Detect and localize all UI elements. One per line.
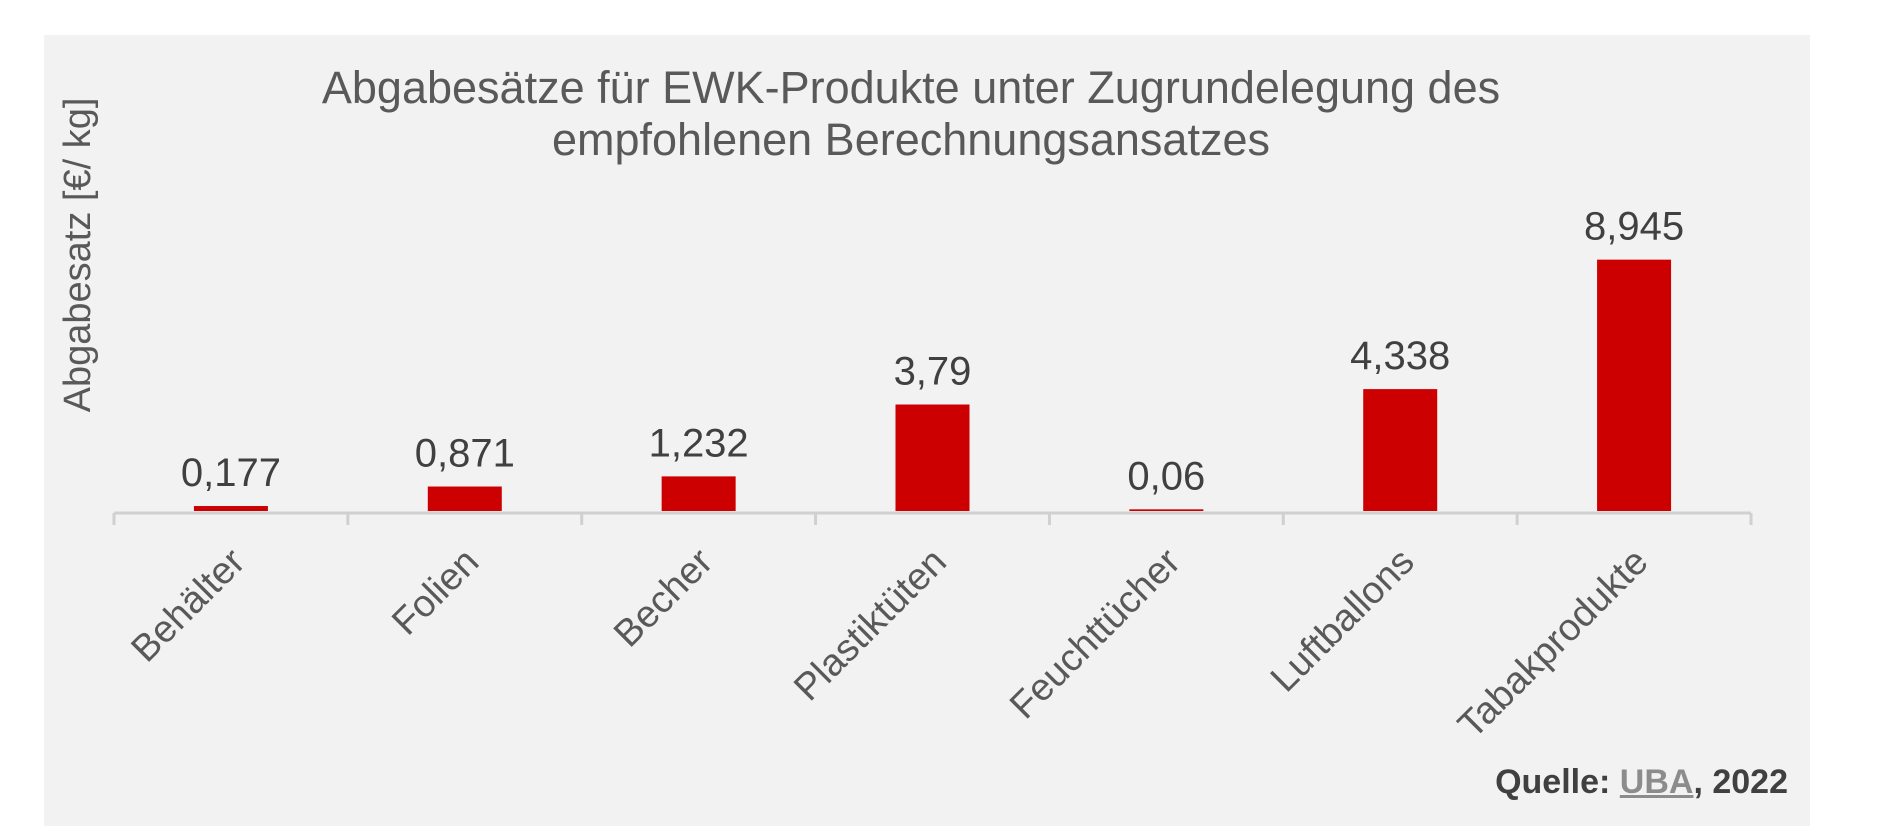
x-tick-label-3: Plastiktüten xyxy=(786,541,955,710)
source-suffix: , 2022 xyxy=(1693,763,1788,801)
x-tick-label-2: Becher xyxy=(606,540,721,655)
x-tick-label-1: Folien xyxy=(384,541,487,644)
chart-title-line-2: empfohlenen Berechnungsansatzes xyxy=(552,114,1270,165)
source-prefix: Quelle: xyxy=(1495,763,1620,801)
data-label-2: 1,232 xyxy=(649,421,749,465)
data-label-3: 3,79 xyxy=(894,350,972,394)
bar-6 xyxy=(1597,259,1672,511)
data-label-0: 0,177 xyxy=(181,451,281,495)
x-tick-label-6: Tabakprodukte xyxy=(1450,541,1656,747)
chart-panel: Abgabesätze für EWK-Produkte unter Zugru… xyxy=(44,35,1810,826)
source-note: Quelle: UBA, 2022 xyxy=(1495,763,1788,802)
source-link-uba[interactable]: UBA xyxy=(1619,763,1694,801)
x-tick-label-0: Behälter xyxy=(124,540,254,670)
data-label-1: 0,871 xyxy=(415,432,515,476)
bar-5 xyxy=(1363,389,1438,511)
bar-2 xyxy=(661,476,736,511)
chart-title-line-1: Abgabesätze für EWK-Produkte unter Zugru… xyxy=(322,62,1500,113)
bar-1 xyxy=(427,486,502,511)
data-label-4: 0,06 xyxy=(1127,454,1205,498)
bars-layer: 0,177 Behälter 0,871 Folien 1,232 Becher 3,79 P… xyxy=(112,205,1753,747)
x-tick-label-4: Feuchttücher xyxy=(1002,540,1189,727)
data-label-6: 8,945 xyxy=(1584,205,1684,249)
bar-chart: Abgabesätze für EWK-Produkte unter Zugru… xyxy=(57,62,1753,747)
bar-4 xyxy=(1129,509,1204,511)
bar-3 xyxy=(895,404,970,511)
data-label-5: 4,338 xyxy=(1350,334,1450,378)
y-axis-label: Abgabesatz [€/ kg] xyxy=(57,98,99,413)
x-tick-label-5: Luftballons xyxy=(1263,541,1423,701)
bar-0 xyxy=(193,506,268,511)
